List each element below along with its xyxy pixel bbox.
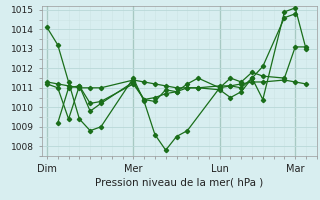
X-axis label: Pression niveau de la mer( hPa ): Pression niveau de la mer( hPa ) (95, 178, 263, 188)
